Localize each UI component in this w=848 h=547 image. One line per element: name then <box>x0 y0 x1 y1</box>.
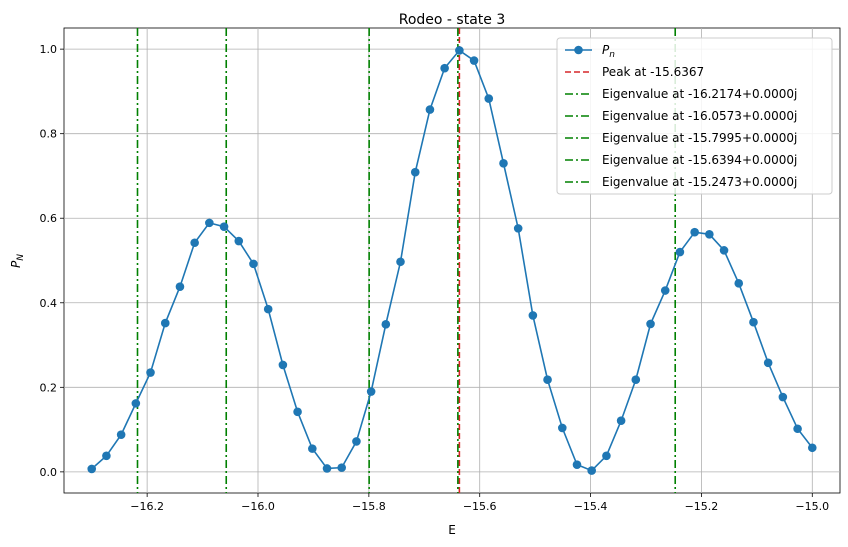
data-point <box>558 423 567 433</box>
data-point <box>219 222 229 231</box>
data-point <box>513 224 523 233</box>
data-point <box>602 451 611 461</box>
data-point <box>734 279 744 288</box>
data-point <box>337 463 346 472</box>
y-tick-label: 0.8 <box>40 128 58 141</box>
data-point <box>190 238 199 248</box>
legend-label: Eigenvalue at -15.7995+0.0000j <box>602 131 797 145</box>
data-point <box>690 227 699 237</box>
chart-title: Rodeo - state 3 <box>399 12 506 28</box>
data-point <box>631 375 641 385</box>
data-point <box>131 399 141 408</box>
legend-label: Eigenvalue at -15.2473+0.0000j <box>602 175 797 189</box>
legend-marker <box>574 45 583 55</box>
data-point <box>469 56 479 65</box>
data-point <box>543 375 552 385</box>
data-markers <box>87 46 817 475</box>
y-tick-label: 0.0 <box>40 466 58 479</box>
data-point <box>425 105 435 114</box>
data-point <box>572 460 582 469</box>
data-point <box>616 416 626 426</box>
data-point <box>807 443 817 453</box>
data-point <box>116 430 126 439</box>
data-point <box>366 387 376 396</box>
x-tick-label: −15.0 <box>795 500 829 513</box>
legend: Pn Peak at -15.6367 Eigenvalue at -16.2174… <box>556 37 833 195</box>
x-axis-ticks: −16.2 −16.0 −15.8 −15.6 −15.4 −15.2 −15.0 <box>130 493 829 513</box>
data-point <box>146 368 155 377</box>
data-point <box>263 304 273 314</box>
data-point <box>499 158 508 168</box>
x-tick-label: −15.4 <box>574 500 608 513</box>
data-point <box>705 229 714 239</box>
x-tick-label: −15.2 <box>685 500 719 513</box>
y-axis-label: PN <box>9 254 26 268</box>
data-point <box>352 437 361 446</box>
legend-label: Pn <box>602 43 615 60</box>
data-point <box>660 286 670 295</box>
data-point <box>410 167 420 177</box>
x-tick-label: −15.8 <box>352 500 386 513</box>
legend-box <box>556 37 833 195</box>
data-point <box>455 46 464 55</box>
data-point <box>205 218 214 228</box>
y-tick-label: 0.4 <box>40 297 58 310</box>
x-tick-label: −16.0 <box>241 500 275 513</box>
data-point <box>102 451 111 461</box>
data-point <box>587 466 596 475</box>
data-point <box>749 317 758 327</box>
x-tick-label: −15.6 <box>463 500 497 513</box>
data-point <box>484 94 494 103</box>
data-point <box>278 360 288 370</box>
y-tick-label: 0.6 <box>40 212 58 225</box>
y-tick-label: 1.0 <box>40 43 58 56</box>
vertical-reference-lines <box>136 28 677 493</box>
legend-label: Peak at -15.6367 <box>602 65 704 79</box>
data-point <box>440 63 449 73</box>
data-point <box>646 319 655 329</box>
data-point <box>87 464 97 474</box>
data-point <box>249 259 258 269</box>
data-point <box>763 358 773 368</box>
data-point <box>793 424 802 434</box>
data-point <box>528 311 538 320</box>
data-point <box>234 236 244 246</box>
legend-label: Eigenvalue at -15.6394+0.0000j <box>602 153 797 167</box>
data-point <box>308 444 317 453</box>
data-point <box>675 247 685 257</box>
legend-label: Eigenvalue at -16.0573+0.0000j <box>602 109 797 123</box>
plot-frame <box>63 27 841 494</box>
data-point <box>719 246 729 255</box>
x-tick-label: −16.2 <box>130 500 164 513</box>
data-point <box>322 464 332 473</box>
data-point <box>175 282 185 292</box>
data-point <box>778 392 788 402</box>
data-point <box>293 407 302 417</box>
data-point <box>160 318 170 328</box>
data-point <box>396 257 405 267</box>
data-point <box>381 320 391 329</box>
y-tick-label: 0.2 <box>40 381 58 394</box>
legend-label: Eigenvalue at -16.2174+0.0000j <box>602 87 797 101</box>
y-axis-ticks: 0.0 0.2 0.4 0.6 0.8 1.0 <box>40 43 64 479</box>
x-axis-label: E <box>448 523 456 537</box>
